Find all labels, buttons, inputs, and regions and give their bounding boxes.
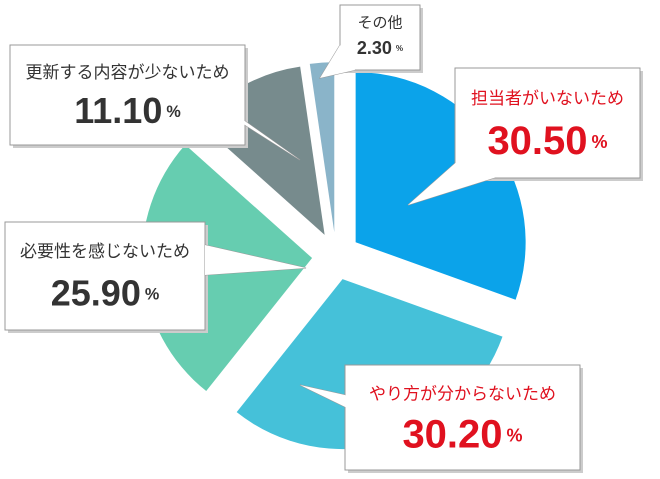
callout-pointer-cover [205,245,306,275]
value-label: 25.90% [51,272,160,313]
pie-slice [309,62,335,233]
callout: 必要性を感じないため 25.90% [4,221,307,333]
value-number: 2.30 [357,38,392,58]
value-label: 2.30% [357,38,403,58]
category-label: やり方が分からないため [369,384,556,404]
value-number: 11.10 [74,90,162,131]
value-unit: % [145,286,159,304]
callout-box [9,44,246,146]
category-label: その他 [357,14,402,32]
category-label: 必要性を感じないため [20,242,190,262]
callout-box [454,67,641,179]
callout-pointer-cover [215,100,300,160]
value-unit: % [166,103,180,121]
value-unit: % [592,132,608,152]
callout-box [344,364,581,471]
value-unit: % [396,44,403,53]
value-label: 30.50% [487,118,607,162]
callout-box [4,221,206,331]
category-label: 更新する内容が少ないため [26,63,230,83]
value-label: 30.20% [402,412,522,456]
callout: 更新する内容が少ないため 11.10% [9,44,301,161]
callout: その他 2.30% [318,4,423,79]
callout-box [339,4,421,71]
value-number: 25.90 [51,272,141,313]
callout-pointer-cover [408,150,500,205]
value-number: 30.50 [487,118,587,162]
category-label: 担当者がいないため [471,89,624,109]
callout-pointer-cover [320,45,355,78]
callout-pointer-cover [300,385,372,420]
value-label: 11.10% [74,90,181,131]
callout: 担当者がいないため 30.50% [407,67,643,206]
value-number: 30.20 [402,412,502,456]
callout: やり方が分からないため 30.20% [299,364,583,473]
value-unit: % [507,425,523,445]
